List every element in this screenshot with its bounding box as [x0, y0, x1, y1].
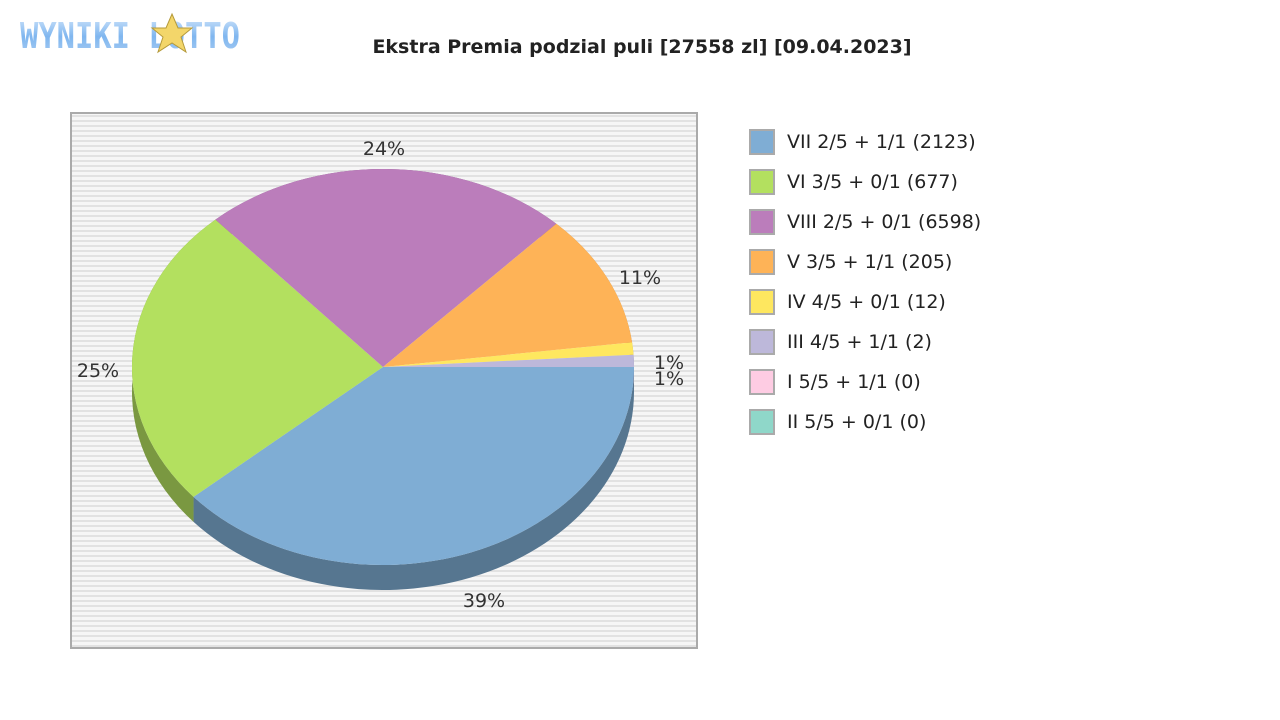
legend-item: I 5/5 + 1/1 (0) — [749, 362, 981, 402]
pie-slice — [383, 354, 634, 367]
legend-item: VI 3/5 + 0/1 (677) — [749, 162, 981, 202]
legend-item: V 3/5 + 1/1 (205) — [749, 242, 981, 282]
legend-swatch — [749, 129, 775, 155]
pie-slice — [383, 223, 633, 367]
legend-item: VII 2/5 + 1/1 (2123) — [749, 122, 981, 162]
legend-swatch — [749, 209, 775, 235]
pie-slice — [215, 169, 557, 367]
slice-label: 24% — [363, 138, 405, 160]
legend-swatch — [749, 369, 775, 395]
legend-swatch — [749, 169, 775, 195]
legend-swatch — [749, 289, 775, 315]
slice-label: 25% — [77, 360, 119, 382]
pie-chart: 39% 25% 24% 11% 1%1% — [70, 112, 698, 649]
slice-label: 1% — [654, 352, 684, 374]
pie-slice-side — [193, 367, 635, 590]
pie-slice — [193, 367, 635, 566]
pie-slice — [131, 219, 383, 497]
legend-label: V 3/5 + 1/1 (205) — [787, 251, 953, 273]
legend-swatch — [749, 329, 775, 355]
legend-item: VIII 2/5 + 0/1 (6598) — [749, 202, 981, 242]
slice-label: 1% — [654, 368, 684, 390]
legend-label: VI 3/5 + 0/1 (677) — [787, 171, 958, 193]
svg-text:WYNIKI LOTTO: WYNIKI LOTTO — [20, 16, 240, 56]
legend-label: I 5/5 + 1/1 (0) — [787, 371, 921, 393]
slice-label: 39% — [463, 590, 505, 612]
legend: VII 2/5 + 1/1 (2123) VI 3/5 + 0/1 (677) VI… — [749, 122, 981, 442]
legend-swatch — [749, 409, 775, 435]
legend-item: III 4/5 + 1/1 (2) — [749, 322, 981, 362]
legend-label: IV 4/5 + 0/1 (12) — [787, 291, 946, 313]
legend-item: II 5/5 + 0/1 (0) — [749, 402, 981, 442]
chart-title: Ekstra Premia podzial puli [27558 zl] [0… — [372, 36, 912, 58]
legend-label: VIII 2/5 + 0/1 (6598) — [787, 211, 982, 233]
pie-slice — [383, 342, 634, 367]
legend-swatch — [749, 249, 775, 275]
slice-label: 11% — [619, 267, 661, 289]
legend-label: III 4/5 + 1/1 (2) — [787, 331, 932, 353]
legend-label: VII 2/5 + 1/1 (2123) — [787, 131, 976, 153]
wyniki-lotto-logo: WYNIKI LOTTO — [20, 12, 240, 56]
legend-item: IV 4/5 + 0/1 (12) — [749, 282, 981, 322]
legend-label: II 5/5 + 0/1 (0) — [787, 411, 927, 433]
